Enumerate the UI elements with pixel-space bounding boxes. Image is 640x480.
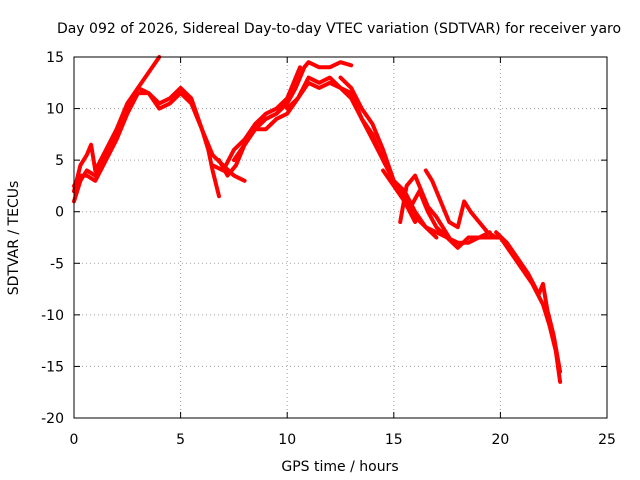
x-tick-label: 20 [491,432,509,448]
y-tick-label: 5 [55,153,64,169]
x-tick-label: 25 [598,432,616,448]
series-layer [72,55,563,384]
series-sat-j [398,173,452,240]
plot-frame [73,56,608,419]
y-tick-label: -10 [41,308,64,324]
y-tick-label: 10 [46,102,64,118]
x-tick-labels: 0 5 10 15 20 25 [70,432,616,448]
series-sat-e [217,60,354,178]
y-tick-label: 0 [55,205,64,221]
x-tick-label: 5 [176,432,185,448]
series-sat-d [210,65,302,173]
series-sat-k [423,168,499,240]
chart-title: Day 092 of 2026, Sidereal Day-to-day VTE… [57,21,621,37]
y-axis-label: SDTVAR / TECUs [6,181,22,296]
x-tick-label: 0 [70,432,79,448]
y-tick-label: -5 [50,256,64,272]
y-tick-label: -20 [41,411,64,427]
series-sat-c [72,91,247,188]
y-tick-labels: -20 -15 -10 -5 0 5 10 15 [41,50,64,427]
grid [74,57,607,418]
series-sat-a [72,55,162,194]
y-tick-label: 15 [46,50,64,66]
x-axis-label: GPS time / hours [281,459,398,475]
x-tick-label: 15 [385,432,403,448]
series-sat-m [494,230,563,374]
x-tick-label: 10 [278,432,296,448]
y-tick-label: -15 [41,359,64,375]
ticks [73,56,608,419]
